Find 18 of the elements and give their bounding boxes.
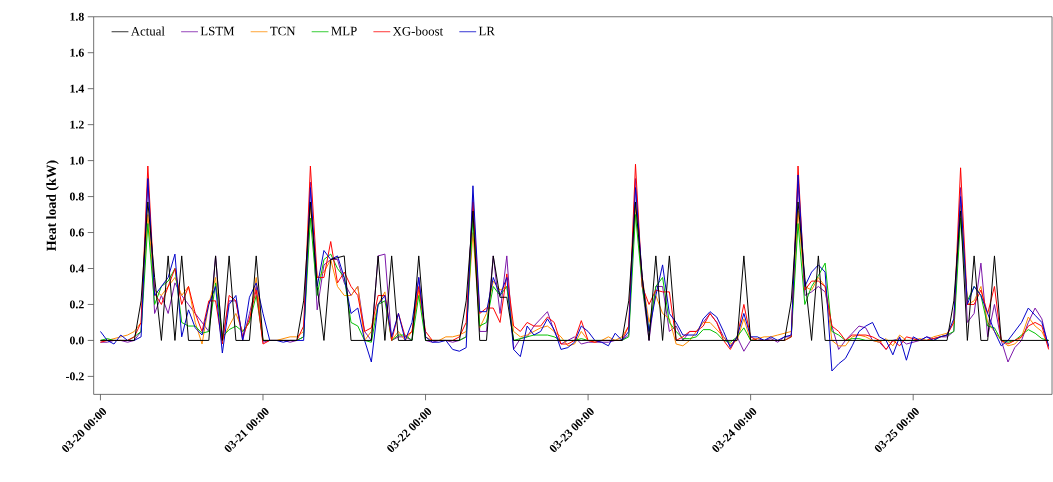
legend-label: Actual xyxy=(130,26,165,36)
legend-label: TCN xyxy=(270,26,296,36)
y-tick-label: 0.2 xyxy=(69,300,84,309)
y-axis-title: Heat load (kW) xyxy=(46,160,59,251)
y-tick-label: 1.0 xyxy=(70,156,84,165)
y-tick-label: 1.6 xyxy=(70,48,84,57)
y-tick-label: 1.2 xyxy=(70,120,84,129)
y-tick-label: 0.8 xyxy=(69,192,84,201)
y-tick-label: -0.2 xyxy=(65,372,84,381)
y-tick-label: 0.0 xyxy=(69,336,84,345)
y-tick-label: 1.8 xyxy=(70,12,84,21)
legend-label: LR xyxy=(478,26,495,36)
y-tick-label: 0.6 xyxy=(69,228,84,237)
y-tick-label: 1.4 xyxy=(70,84,85,93)
legend-label: XG-boost xyxy=(392,26,444,36)
legend-label: LSTM xyxy=(200,26,235,36)
legend-label: MLP xyxy=(331,26,357,36)
y-tick-label: 0.4 xyxy=(69,264,85,273)
